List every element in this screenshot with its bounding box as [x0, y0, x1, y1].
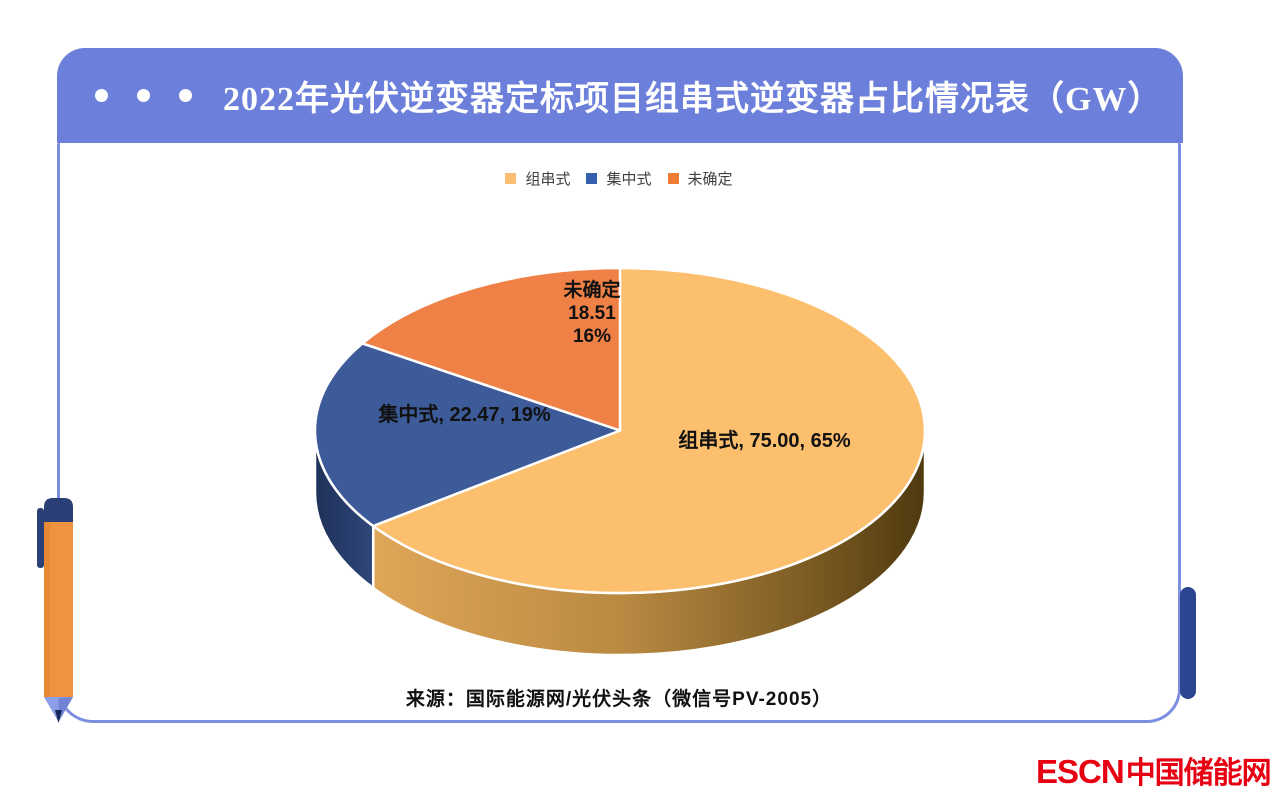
legend-item-undetermined: 未确定 [667, 168, 733, 189]
escn-logo: ESCN 中国储能网 [1036, 748, 1272, 792]
slice-label-line: 16% [572, 326, 612, 347]
right-tab-decoration [1180, 587, 1196, 699]
window-dot-icon [179, 89, 192, 102]
page-title: 2022年光伏逆变器定标项目组串式逆变器占比情况表（GW） [223, 81, 1163, 118]
window-dots [95, 89, 192, 102]
pie-chart [313, 266, 927, 657]
pen-icon [37, 498, 73, 723]
legend: 组串式 集中式 未确定 [57, 168, 1181, 189]
header: 2022年光伏逆变器定标项目组串式逆变器占比情况表（GW） [57, 48, 1183, 143]
window-dot-icon [137, 89, 150, 102]
source-note: 来源：国际能源网/光伏头条（微信号PV-2005） [405, 689, 833, 710]
legend-label: 集中式 [606, 171, 652, 188]
legend-swatch-central [586, 173, 598, 184]
escn-logo-zh: 中国储能网 [1125, 757, 1272, 790]
slice-label-string: 组串式, 75.00, 65% [678, 430, 851, 452]
slice-label-line: 未确定 [563, 280, 621, 301]
pie-slice-undetermined [361, 266, 622, 432]
pie-slice-central [313, 342, 622, 528]
slice-label-central: 集中式, 22.47, 19% [378, 404, 551, 426]
legend-item-string: 组串式 [505, 168, 570, 189]
legend-label: 组串式 [525, 171, 571, 188]
slice-label-line: 18.51 [568, 303, 616, 324]
legend-swatch-string [505, 173, 517, 184]
legend-label: 未确定 [687, 171, 733, 188]
escn-logo-en: ESCN [1036, 753, 1125, 790]
legend-item-central: 集中式 [586, 168, 652, 189]
pie-slice-string [371, 266, 927, 595]
window-dot-icon [95, 89, 108, 102]
slice-label-undetermined: 未确定 18.51 16% [522, 279, 662, 348]
legend-swatch-undetermined [667, 173, 679, 184]
